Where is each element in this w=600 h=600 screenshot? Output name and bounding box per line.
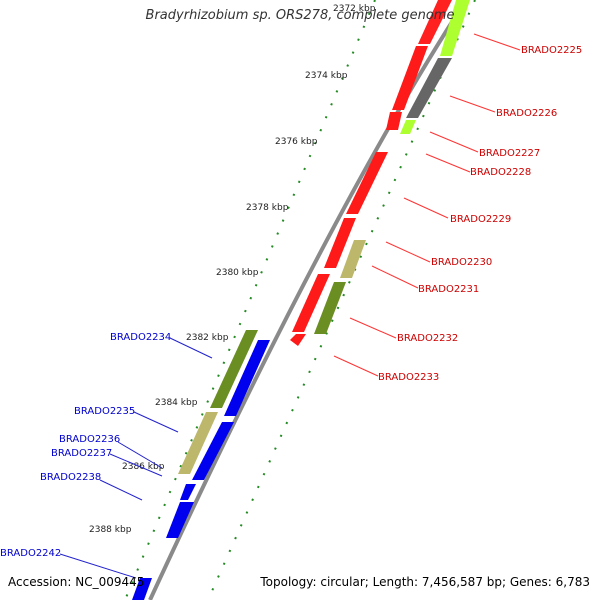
gene-label-brado2226[interactable]: BRADO2226 — [496, 108, 557, 119]
topology-text: Topology: circular; Length: 7,456,587 bp… — [260, 575, 590, 589]
gene-label-brado2234[interactable]: BRADO2234 — [110, 332, 171, 343]
gene-brado2228[interactable] — [386, 112, 402, 130]
gene-label-brado2237[interactable]: BRADO2237 — [51, 448, 112, 459]
gene-label-brado2230[interactable]: BRADO2230 — [431, 257, 492, 268]
gene-brado2233[interactable] — [292, 274, 330, 332]
forward-strand-genes — [290, 0, 470, 346]
tick-label: 2386 kbp — [122, 462, 165, 472]
reverse-strand-genes — [132, 330, 270, 600]
gene-brado2234-blue[interactable] — [224, 340, 270, 416]
gene-brado2226[interactable] — [392, 46, 428, 110]
gene-label-brado2235[interactable]: BRADO2235 — [74, 406, 135, 417]
gene-label-brado2242[interactable]: BRADO2242 — [0, 548, 61, 559]
forward-gene-labels: BRADO2225 BRADO2226 BRADO2227 BRADO2228 … — [333, 33, 582, 383]
gene-label-brado2232[interactable]: BRADO2232 — [397, 333, 458, 344]
genome-backbone — [148, 0, 468, 600]
gene-label-brado2228[interactable]: BRADO2228 — [470, 167, 531, 178]
gene-label-brado2236[interactable]: BRADO2236 — [59, 434, 120, 445]
gene-brado2233-tip[interactable] — [290, 334, 306, 346]
gene-brado2229[interactable] — [346, 152, 388, 214]
gene-brado2242[interactable] — [132, 578, 152, 600]
tick-labels: 2372 kbp 2374 kbp 2376 kbp 2378 kbp 2380… — [89, 4, 376, 535]
gene-brado2226-gray[interactable] — [406, 58, 452, 118]
gene-label-brado2231[interactable]: BRADO2231 — [418, 284, 479, 295]
gene-brado2230[interactable] — [324, 218, 356, 268]
tick-label: 2376 kbp — [275, 137, 318, 147]
gene-brado2234[interactable] — [210, 330, 258, 408]
outer-dotted-guide — [207, 0, 476, 600]
tick-label: 2380 kbp — [216, 268, 259, 278]
gene-brado2231[interactable] — [340, 240, 366, 278]
reverse-gene-labels: BRADO2234 BRADO2235 BRADO2236 BRADO2237 … — [0, 332, 213, 579]
gene-brado2227[interactable] — [400, 120, 416, 134]
gene-label-brado2238[interactable]: BRADO2238 — [40, 472, 101, 483]
genome-title: Bradyrhizobium sp. ORS278, complete geno… — [145, 8, 455, 23]
gene-brado2237[interactable] — [180, 484, 196, 500]
accession-text: Accession: NC_009445 — [8, 575, 145, 589]
tick-label: 2384 kbp — [155, 398, 198, 408]
gene-brado2225[interactable] — [418, 0, 452, 44]
gene-label-brado2227[interactable]: BRADO2227 — [479, 148, 540, 159]
tick-label: 2374 kbp — [305, 71, 348, 81]
tick-label: 2382 kbp — [186, 333, 229, 343]
gene-label-brado2233[interactable]: BRADO2233 — [378, 372, 439, 383]
gene-brado2238[interactable] — [166, 502, 194, 538]
gene-label-brado2225[interactable]: BRADO2225 — [521, 45, 582, 56]
gene-brado2232[interactable] — [314, 282, 346, 334]
gene-brado2225-lime[interactable] — [440, 0, 470, 56]
gene-label-brado2229[interactable]: BRADO2229 — [450, 214, 511, 225]
tick-label: 2388 kbp — [89, 525, 132, 535]
tick-label: 2378 kbp — [246, 203, 289, 213]
gene-brado2235[interactable] — [178, 412, 218, 474]
tick-label: 2372 kbp — [333, 4, 376, 14]
gene-brado2236[interactable] — [192, 422, 234, 480]
